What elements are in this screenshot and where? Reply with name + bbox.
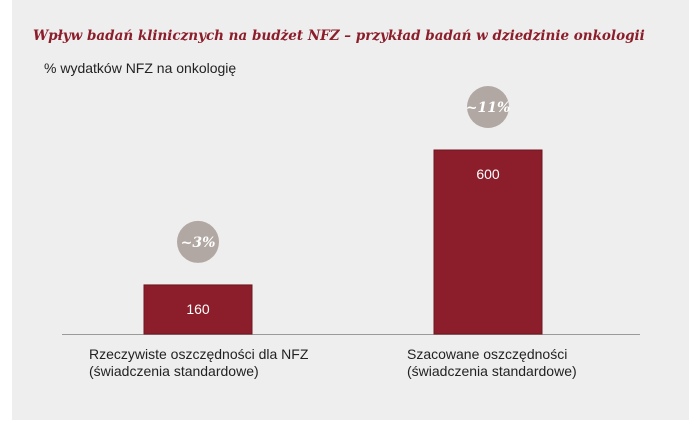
- category-label-estimated: Szacowane oszczędności (świadczenia stan…: [407, 346, 577, 380]
- percent-badge: [177, 220, 219, 263]
- percent-badge: [467, 86, 509, 128]
- category-label-line: Rzeczywiste oszczędności dla NFZ: [89, 346, 309, 362]
- y-axis-label: % wydatków NFZ na onkologię: [44, 60, 237, 76]
- bar-value-label: 600: [476, 166, 500, 182]
- category-label-line: (świadczenia standardowe): [407, 363, 577, 379]
- category-label-actual: Rzeczywiste oszczędności dla NFZ (świadc…: [89, 346, 308, 380]
- bar-0: [143, 284, 253, 335]
- percent-badge-label: ~11%: [466, 100, 511, 116]
- chart-title: Wpływ badań klinicznych na budżet NFZ – …: [33, 28, 645, 44]
- percent-badge-label: ~3%: [181, 235, 216, 251]
- bar-value-label: 160: [186, 301, 210, 317]
- bar-1: [433, 149, 543, 335]
- category-label-line: Szacowane oszczędności: [407, 346, 568, 362]
- category-label-line: (świadczenia standardowe): [89, 363, 259, 379]
- chart-panel: [12, 0, 689, 420]
